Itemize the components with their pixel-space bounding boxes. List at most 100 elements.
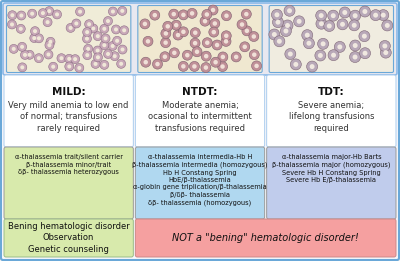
Circle shape bbox=[8, 20, 16, 29]
Circle shape bbox=[215, 43, 219, 47]
Circle shape bbox=[104, 37, 108, 40]
Circle shape bbox=[231, 52, 241, 62]
Circle shape bbox=[72, 19, 81, 28]
Circle shape bbox=[212, 30, 216, 34]
Circle shape bbox=[100, 41, 109, 50]
FancyBboxPatch shape bbox=[269, 5, 394, 73]
Circle shape bbox=[152, 13, 157, 17]
Circle shape bbox=[25, 50, 34, 59]
Circle shape bbox=[193, 41, 197, 45]
FancyBboxPatch shape bbox=[135, 219, 396, 257]
Circle shape bbox=[352, 23, 357, 28]
Circle shape bbox=[46, 52, 50, 57]
Circle shape bbox=[111, 44, 115, 48]
Circle shape bbox=[113, 54, 117, 58]
Circle shape bbox=[73, 57, 77, 61]
Circle shape bbox=[83, 28, 92, 37]
Circle shape bbox=[304, 38, 314, 49]
Circle shape bbox=[34, 54, 43, 63]
Circle shape bbox=[359, 31, 370, 42]
Circle shape bbox=[87, 22, 91, 26]
FancyBboxPatch shape bbox=[135, 75, 265, 147]
Circle shape bbox=[337, 19, 348, 30]
Circle shape bbox=[218, 52, 228, 62]
Circle shape bbox=[360, 48, 370, 59]
Circle shape bbox=[280, 26, 292, 37]
Circle shape bbox=[208, 5, 218, 15]
Text: Moderate anemia;
ocasional to intermittent
transfusions required: Moderate anemia; ocasional to intermitte… bbox=[148, 101, 252, 133]
Text: α-thalassemia major-Hb Barts
β-thalassemia major (homozygous)
Severe Hb H Consta: α-thalassemia major-Hb Barts β-thalassem… bbox=[272, 154, 390, 183]
Circle shape bbox=[350, 51, 360, 63]
Circle shape bbox=[91, 26, 95, 31]
Circle shape bbox=[30, 12, 34, 16]
Circle shape bbox=[10, 13, 14, 17]
Circle shape bbox=[276, 20, 280, 25]
Circle shape bbox=[108, 7, 118, 16]
Circle shape bbox=[20, 65, 24, 69]
Circle shape bbox=[242, 45, 247, 49]
Circle shape bbox=[104, 16, 112, 26]
Circle shape bbox=[68, 26, 73, 30]
FancyBboxPatch shape bbox=[3, 3, 397, 75]
Circle shape bbox=[86, 47, 90, 51]
Circle shape bbox=[28, 9, 37, 18]
Circle shape bbox=[327, 23, 332, 28]
Circle shape bbox=[77, 66, 81, 70]
Circle shape bbox=[171, 20, 181, 30]
Circle shape bbox=[120, 48, 124, 52]
Circle shape bbox=[18, 63, 27, 72]
Circle shape bbox=[164, 31, 168, 36]
Circle shape bbox=[378, 10, 389, 21]
Circle shape bbox=[305, 33, 310, 38]
Circle shape bbox=[43, 18, 52, 27]
Circle shape bbox=[319, 13, 324, 18]
Circle shape bbox=[190, 38, 200, 48]
Circle shape bbox=[76, 7, 84, 16]
Circle shape bbox=[185, 53, 190, 57]
Circle shape bbox=[118, 45, 127, 54]
Circle shape bbox=[274, 36, 285, 47]
Circle shape bbox=[202, 38, 212, 48]
FancyBboxPatch shape bbox=[267, 147, 396, 219]
Circle shape bbox=[284, 28, 288, 33]
Circle shape bbox=[37, 36, 41, 40]
Circle shape bbox=[160, 52, 170, 62]
Circle shape bbox=[218, 62, 228, 72]
Circle shape bbox=[318, 53, 323, 58]
Circle shape bbox=[150, 10, 160, 20]
Circle shape bbox=[237, 20, 247, 29]
Circle shape bbox=[204, 65, 208, 70]
Circle shape bbox=[181, 13, 186, 17]
Circle shape bbox=[49, 62, 58, 71]
Circle shape bbox=[302, 30, 313, 41]
Circle shape bbox=[93, 46, 102, 55]
Circle shape bbox=[340, 22, 345, 27]
Circle shape bbox=[224, 14, 229, 18]
Circle shape bbox=[114, 27, 118, 32]
Circle shape bbox=[46, 37, 55, 46]
Circle shape bbox=[75, 63, 84, 73]
Circle shape bbox=[45, 7, 54, 16]
Circle shape bbox=[213, 60, 218, 64]
Circle shape bbox=[287, 8, 292, 13]
Circle shape bbox=[210, 19, 220, 28]
Circle shape bbox=[205, 40, 210, 45]
FancyBboxPatch shape bbox=[138, 5, 262, 73]
Circle shape bbox=[202, 9, 212, 20]
Circle shape bbox=[161, 38, 171, 48]
Circle shape bbox=[85, 30, 89, 34]
Circle shape bbox=[84, 44, 93, 54]
Circle shape bbox=[110, 52, 119, 61]
Text: Very mild anemia to low end
of normal; transfusions
rarely required: Very mild anemia to low end of normal; t… bbox=[8, 101, 129, 133]
Circle shape bbox=[342, 10, 347, 15]
Circle shape bbox=[178, 10, 188, 20]
Circle shape bbox=[178, 27, 188, 37]
Circle shape bbox=[321, 41, 326, 46]
Circle shape bbox=[96, 49, 100, 52]
Circle shape bbox=[108, 41, 117, 50]
Circle shape bbox=[240, 22, 244, 27]
Circle shape bbox=[277, 39, 282, 44]
Circle shape bbox=[19, 14, 23, 17]
Circle shape bbox=[117, 59, 126, 68]
Circle shape bbox=[274, 12, 280, 17]
